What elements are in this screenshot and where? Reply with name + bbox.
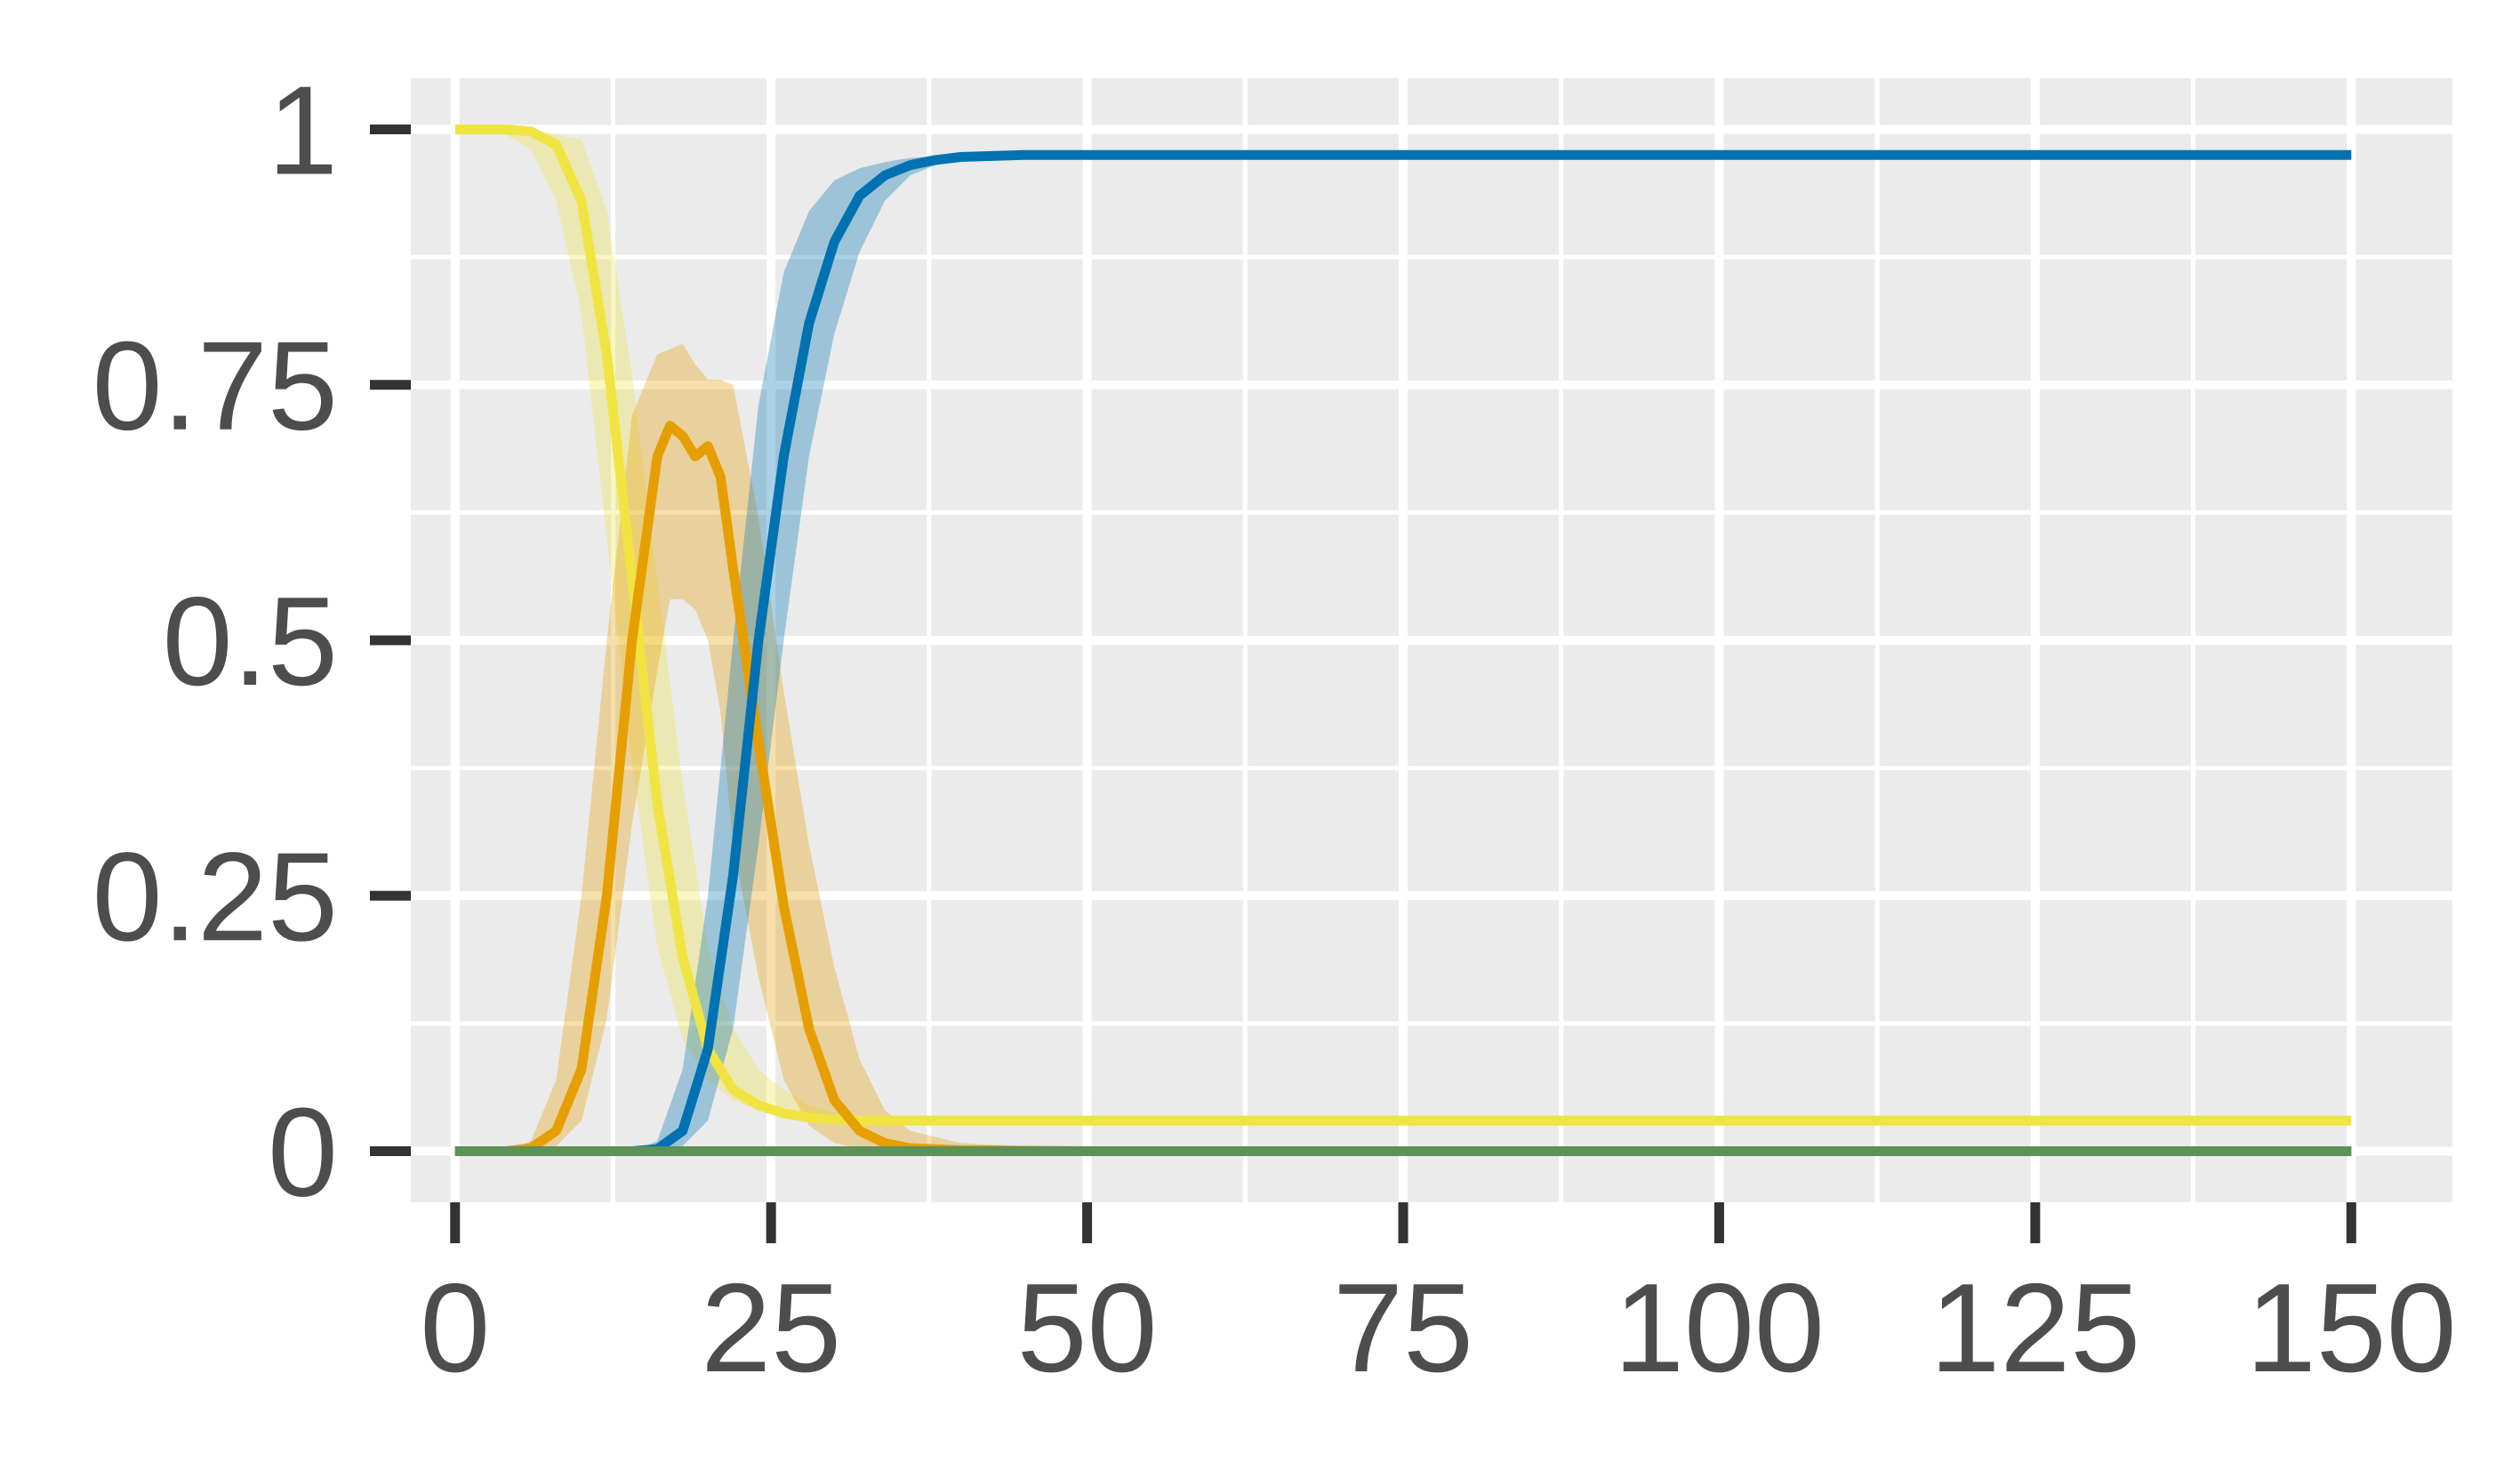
x-tick-label: 75 [1333,1257,1473,1399]
y-tick-label: 0.5 [163,571,338,712]
series-line-3 [454,149,2352,1156]
minor-gridlines [411,78,2452,1202]
x-tick-label: 0 [420,1257,490,1399]
confidence-band-2 [454,343,2352,1152]
x-axis: 0 25 50 75 100 125 150 [420,1202,2457,1399]
y-tick-label: 0 [268,1082,338,1224]
x-tick-label: 125 [1930,1257,2140,1399]
x-tick-label: 100 [1614,1257,1825,1399]
x-tick-label: 25 [701,1257,841,1399]
series-line-1 [454,125,2352,1126]
series-lines [454,125,2352,1156]
y-axis: 0 0.25 0.5 0.75 1 [92,60,411,1224]
y-tick-label: 0.75 [92,316,338,457]
y-tick-label: 0.25 [92,826,338,968]
confidence-bands [454,129,2352,1152]
x-tick-label: 50 [1017,1257,1158,1399]
x-tick-label: 150 [2246,1257,2457,1399]
y-tick-label: 1 [268,60,338,201]
